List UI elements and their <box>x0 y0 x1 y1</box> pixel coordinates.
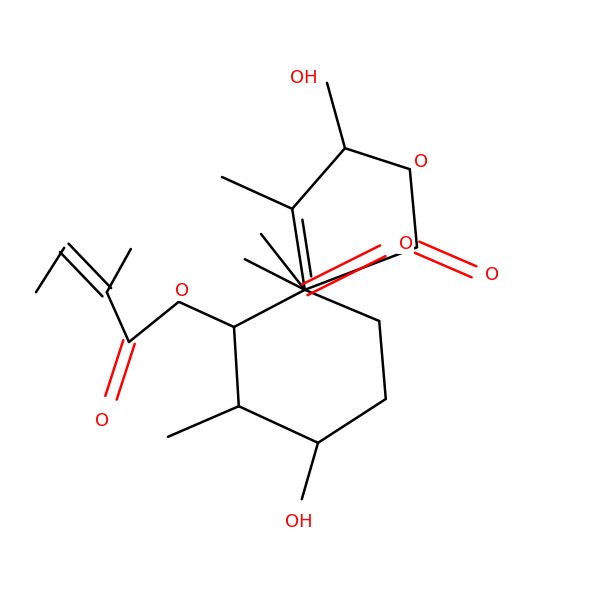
Text: O: O <box>485 266 499 284</box>
Text: O: O <box>95 412 109 430</box>
Text: O: O <box>398 235 413 253</box>
Text: OH: OH <box>290 69 318 87</box>
Text: O: O <box>413 153 428 171</box>
Text: OH: OH <box>285 513 313 531</box>
Text: O: O <box>175 282 189 300</box>
